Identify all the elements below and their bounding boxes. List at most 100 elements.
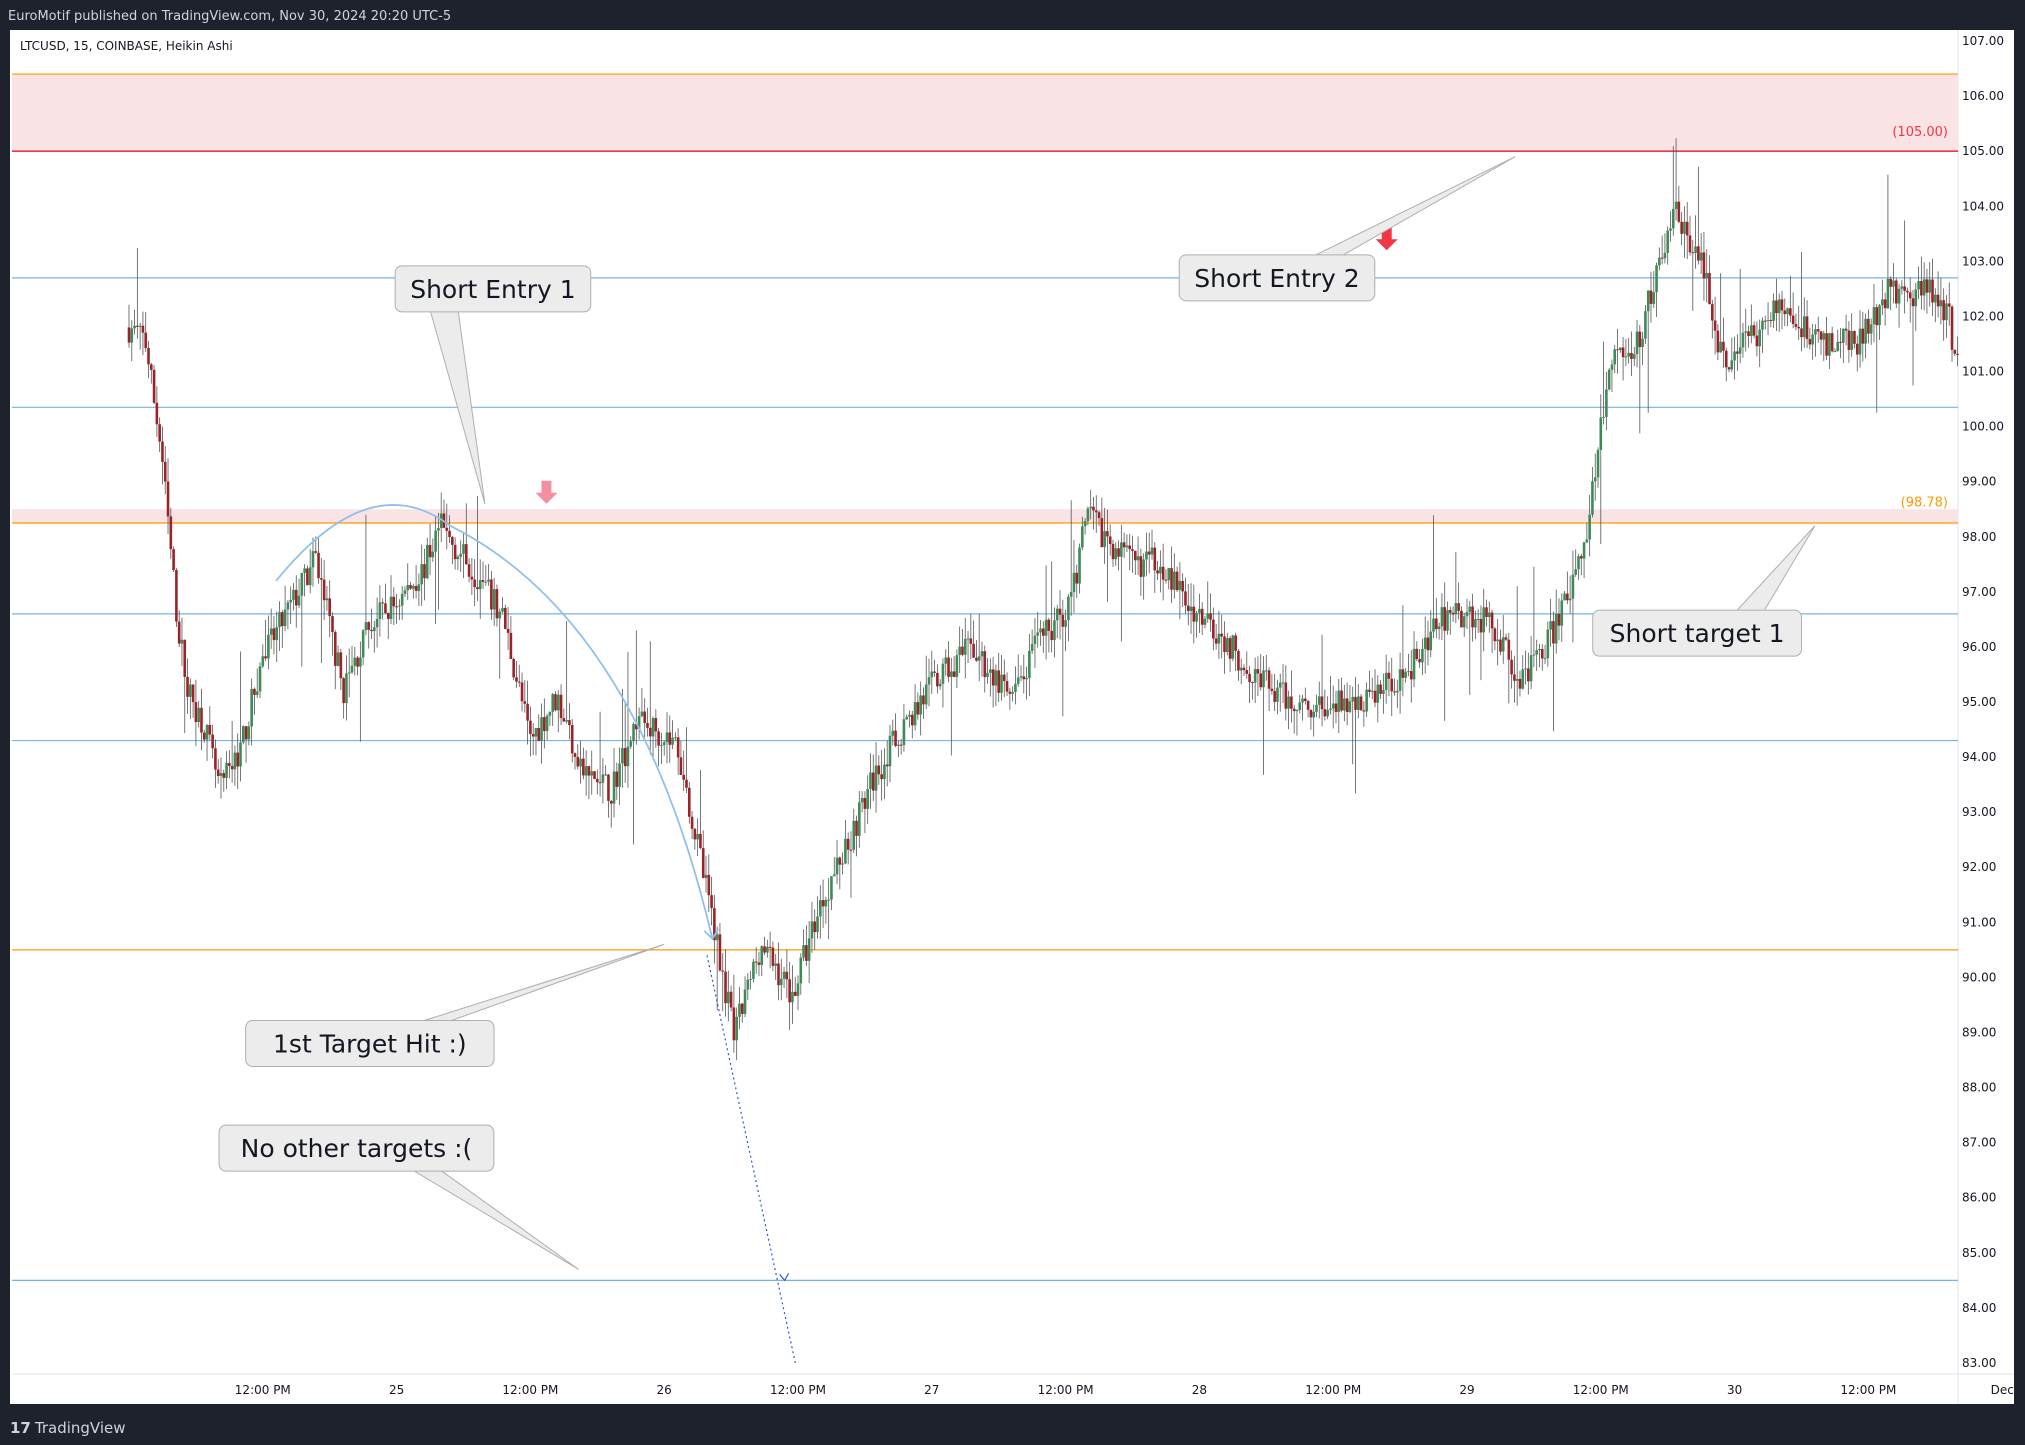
candle-body — [1136, 556, 1140, 561]
candle-body — [1448, 610, 1452, 613]
candle-body — [1100, 518, 1104, 548]
candle-body — [1011, 692, 1014, 694]
candle-body — [1758, 329, 1761, 347]
candle-body — [813, 921, 817, 933]
candle-body — [1800, 328, 1803, 338]
candle-body — [704, 874, 708, 878]
callout-box — [218, 1124, 495, 1172]
time-tick-label: 27 — [924, 1383, 939, 1397]
candle-body — [1393, 691, 1396, 693]
dotted-arrow-head — [779, 1273, 790, 1282]
candle-body — [1789, 308, 1792, 316]
candle-body — [456, 556, 460, 560]
candle-body — [1278, 682, 1282, 688]
candle-body — [654, 718, 658, 732]
candle-body — [930, 671, 934, 678]
candle-body — [467, 564, 471, 577]
candle-body — [1209, 613, 1212, 620]
candle-body — [325, 598, 329, 601]
candle-body — [1744, 331, 1748, 333]
candle-body — [267, 634, 270, 659]
time-tick-label: 12:00 PM — [1305, 1383, 1361, 1397]
candle-body — [1878, 305, 1881, 326]
candle-body — [1853, 331, 1856, 344]
candle-body — [529, 720, 532, 735]
publish-info: EuroMotif published on TradingView.com, … — [8, 9, 452, 24]
candle-body — [445, 527, 449, 531]
candle-body — [484, 581, 488, 583]
candle-body — [991, 669, 995, 686]
candle-body — [1513, 674, 1516, 681]
candle-body — [425, 544, 429, 579]
time-tick-label: 28 — [1192, 1383, 1207, 1397]
candle-body — [1482, 607, 1486, 633]
candle-body — [543, 717, 546, 732]
candle-body — [1354, 696, 1357, 710]
candle-body — [551, 694, 554, 712]
candles — [127, 138, 1959, 1061]
tradingview-logo[interactable]: 17 TradingView — [10, 1419, 126, 1437]
candle-body — [559, 694, 563, 719]
candle-body — [464, 544, 468, 565]
callout-text: 1st Target Hit :) — [273, 1030, 467, 1059]
candle-body — [1184, 591, 1187, 606]
candle-body — [1524, 668, 1527, 670]
candle-body — [897, 744, 900, 746]
candle-body — [1320, 696, 1324, 710]
candle-body — [1064, 620, 1067, 627]
candle-body — [297, 595, 301, 606]
time-tick-label: 12:00 PM — [1573, 1383, 1629, 1397]
candle-body — [172, 549, 175, 570]
candle-body — [1521, 669, 1525, 689]
candle-body — [1950, 306, 1954, 350]
callout-box — [1178, 254, 1376, 302]
candle-body — [317, 552, 320, 579]
candle-body — [980, 651, 984, 657]
candle-body — [1462, 616, 1466, 628]
candle-body — [1164, 579, 1168, 581]
price-tick-label: 91.00 — [1962, 915, 1996, 929]
candle-body — [1613, 349, 1617, 365]
candle-body — [1042, 628, 1045, 636]
candle-body — [1206, 613, 1210, 619]
time-tick-label: 12:00 PM — [770, 1383, 826, 1397]
candle-body — [370, 629, 373, 632]
candle-body — [498, 611, 502, 619]
candle-body — [400, 593, 404, 606]
candle-body — [1836, 341, 1840, 352]
candle-body — [1376, 684, 1380, 703]
candle-body — [1914, 289, 1918, 307]
candle-body — [1828, 333, 1831, 356]
candle-body — [1061, 614, 1065, 627]
candle-body — [1677, 201, 1681, 222]
publish-bar: EuroMotif published on TradingView.com, … — [0, 0, 2025, 30]
candle-body — [1262, 670, 1265, 688]
candle-body — [1571, 574, 1575, 599]
candle-body — [1844, 328, 1848, 331]
candle-body — [1016, 677, 1020, 684]
candle-body — [941, 663, 945, 684]
candle-body — [1616, 349, 1619, 351]
candle-body — [1716, 330, 1720, 353]
candle-body — [264, 656, 267, 659]
candle-body — [373, 627, 376, 632]
candle-body — [1928, 279, 1932, 293]
candle-body — [1858, 328, 1862, 355]
candle-body — [727, 991, 730, 1004]
candle-body — [322, 579, 326, 601]
candle-body — [1920, 280, 1923, 296]
candle-body — [582, 758, 585, 776]
candle-body — [1605, 389, 1608, 417]
price-tick-label: 106.00 — [1962, 89, 2004, 103]
candle-body — [462, 544, 465, 554]
candle-body — [718, 934, 722, 971]
candle-body — [1669, 228, 1672, 231]
projection-curve — [275, 504, 714, 940]
candle-body — [186, 676, 189, 697]
price-tick-label: 93.00 — [1962, 805, 1996, 819]
candle-body — [1170, 568, 1173, 590]
candle-body — [289, 599, 292, 603]
candle-body — [219, 773, 223, 776]
candle-body — [448, 530, 451, 538]
